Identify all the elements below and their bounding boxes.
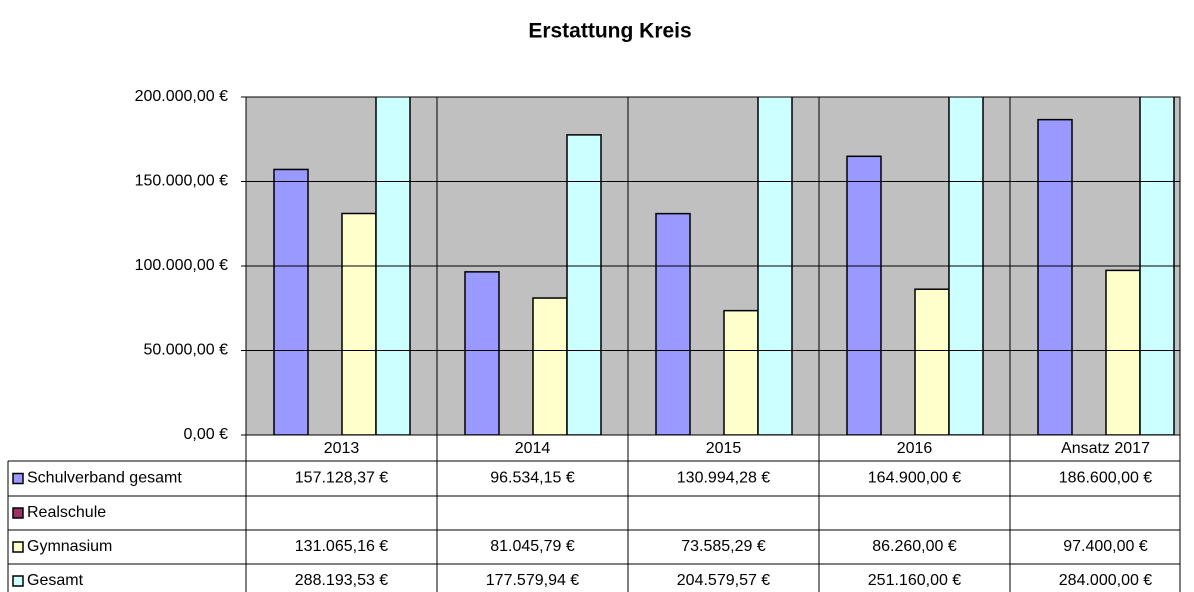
bars: [273, 97, 1175, 435]
x-tick-label: Ansatz 2017: [1061, 440, 1150, 457]
x-tick-label: 2013: [324, 440, 360, 457]
chart-title: Erstattung Kreis: [528, 20, 691, 43]
table-value: 186.600,00 €: [1059, 470, 1153, 487]
legend-key: [12, 575, 24, 587]
legend-label: Schulverband gesamt: [27, 470, 182, 487]
legend-label: Gymnasium: [27, 538, 112, 555]
y-tick-label: 0,00 €: [184, 426, 229, 443]
table-value: 204.579,57 €: [677, 572, 771, 589]
table-value: 284.000,00 €: [1059, 572, 1153, 589]
table-value: 97.400,00 €: [1063, 538, 1148, 555]
bar: [566, 134, 602, 435]
bar: [1105, 269, 1141, 435]
bar: [948, 97, 984, 435]
table-value: 177.579,94 €: [486, 572, 580, 589]
table-value: 164.900,00 €: [868, 470, 962, 487]
y-tick-label: 100.000,00 €: [135, 257, 229, 274]
bar: [757, 97, 793, 435]
table-value: 81.045,79 €: [490, 538, 575, 555]
bar: [914, 288, 950, 435]
bar: [846, 155, 882, 435]
bar: [375, 97, 411, 435]
table-value: 157.128,37 €: [295, 470, 389, 487]
y-tick-label: 150.000,00 €: [135, 173, 229, 190]
bar: [1139, 97, 1175, 435]
legend-key: [12, 472, 24, 485]
x-tick-label: 2014: [515, 440, 551, 457]
y-tick-label: 50.000,00 €: [143, 342, 228, 359]
table-value: 288.193,53 €: [295, 572, 389, 589]
bar: [655, 212, 691, 435]
table-value: 130.994,28 €: [677, 470, 771, 487]
x-tick-label: 2015: [706, 440, 742, 457]
x-tick-label: 2016: [897, 440, 933, 457]
plot-area: [245, 96, 1181, 436]
bar: [1037, 118, 1073, 435]
table-value: 86.260,00 €: [872, 538, 957, 555]
table-value: 251.160,00 €: [868, 572, 962, 589]
legend-key: [12, 541, 24, 553]
legend-label: Realschule: [27, 504, 106, 521]
bar: [723, 309, 759, 435]
table-value: 73.585,29 €: [681, 538, 766, 555]
bar: [464, 271, 500, 435]
table-value: 96.534,15 €: [490, 470, 575, 487]
table-value: 131.065,16 €: [295, 538, 389, 555]
legend-label: Gesamt: [27, 572, 84, 589]
legend-key: [12, 507, 24, 519]
bar: [532, 297, 568, 435]
bar: [341, 212, 377, 435]
bar: [273, 168, 309, 435]
y-tick-label: 200.000,00 €: [135, 88, 229, 105]
